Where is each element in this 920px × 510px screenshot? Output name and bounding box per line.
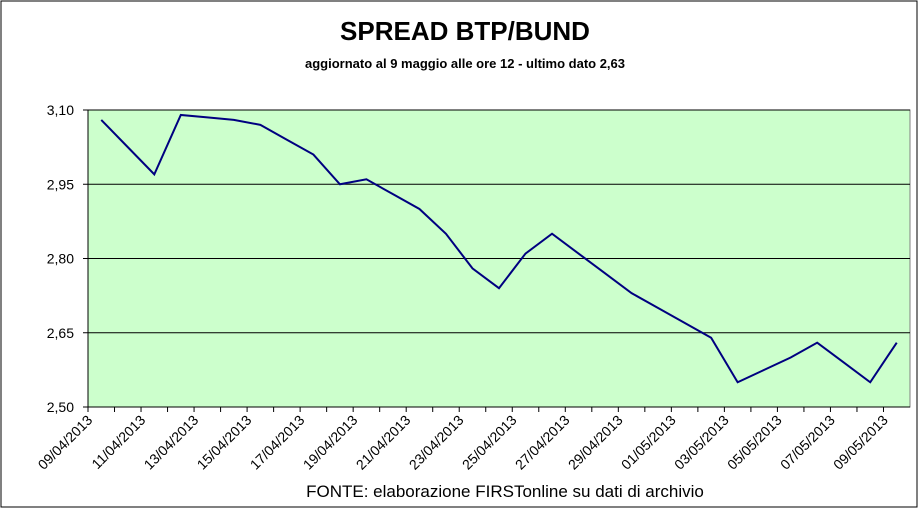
- chart-subtitle: aggiornato al 9 maggio alle ore 12 - ult…: [305, 56, 625, 71]
- y-tick-label: 2,50: [47, 399, 74, 415]
- y-tick-label: 2,80: [47, 251, 74, 267]
- source-note: FONTE: elaborazione FIRSTonline su dati …: [306, 482, 704, 501]
- y-tick-label: 2,65: [47, 325, 74, 341]
- y-tick-label: 2,95: [47, 176, 74, 192]
- chart-title: SPREAD BTP/BUND: [340, 16, 590, 46]
- y-tick-label: 3,10: [47, 102, 74, 118]
- series-line: [100, 113, 898, 384]
